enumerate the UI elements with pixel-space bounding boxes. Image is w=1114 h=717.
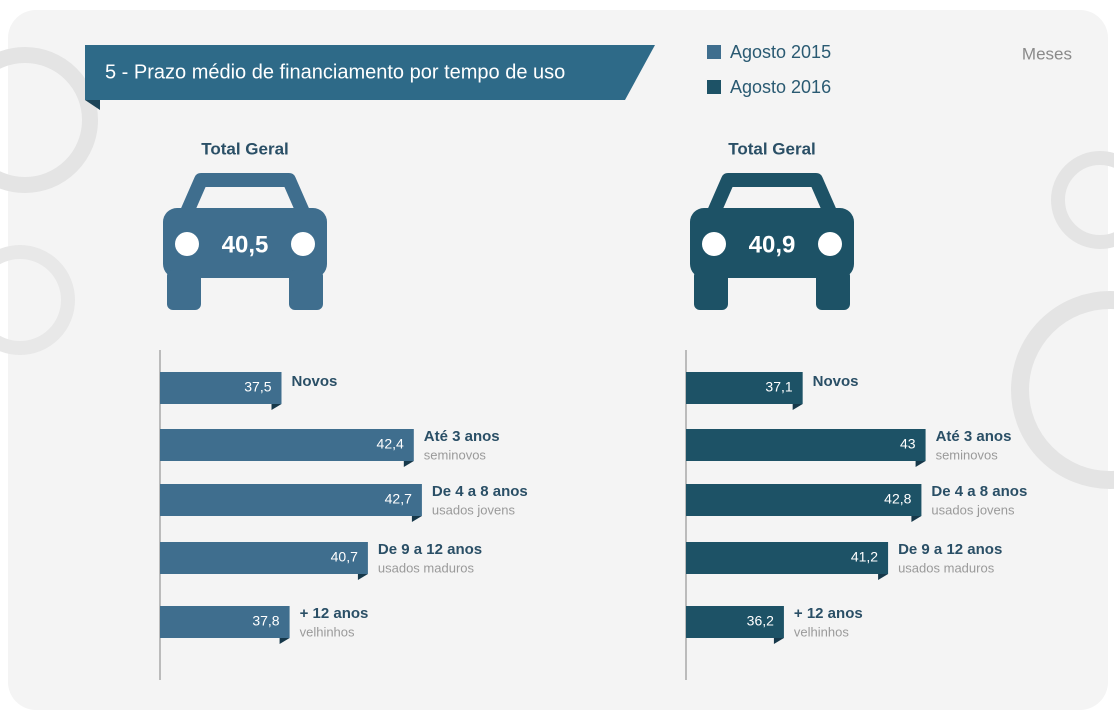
bar: [686, 484, 922, 516]
bar-fold: [911, 516, 922, 522]
car-wheel: [816, 270, 850, 310]
bar-value: 40,7: [331, 549, 358, 565]
bar-value: 42,4: [377, 436, 404, 452]
bar: [160, 429, 414, 461]
bar-fold: [271, 404, 282, 410]
deco-circle: [0, 47, 98, 193]
deco-circle: [1051, 151, 1114, 249]
car-wheel: [167, 270, 201, 310]
bar: [160, 372, 282, 404]
title: 5 - Prazo médio de financiamento por tem…: [105, 61, 565, 83]
bar-value: 37,1: [765, 379, 792, 395]
bar-fold: [411, 516, 422, 522]
total-value: 40,9: [749, 231, 796, 258]
car-light: [175, 232, 199, 256]
car-body: [690, 208, 854, 278]
bar: [686, 372, 803, 404]
bar-value: 37,5: [244, 379, 271, 395]
category-note: usados maduros: [898, 560, 995, 575]
category-note: seminovos: [936, 447, 999, 462]
bar-fold: [792, 404, 803, 410]
bar-fold: [357, 574, 368, 580]
category-note: seminovos: [424, 447, 487, 462]
bar-fold: [915, 461, 926, 467]
category-note: usados maduros: [378, 560, 475, 575]
panel: Agosto 2015 Total Geral 40,5 37,5 Novos 42,4 A…: [159, 42, 831, 680]
category-label: Até 3 anos: [424, 428, 500, 445]
category-label: De 9 a 12 anos: [378, 541, 482, 558]
bar: [686, 542, 889, 574]
bar: [160, 542, 368, 574]
deco-circle: [1011, 291, 1114, 489]
bar: [160, 606, 290, 638]
legend-swatch: [707, 45, 721, 59]
bar-fold: [773, 638, 784, 644]
car-wheel: [694, 270, 728, 310]
car-wheel: [289, 270, 323, 310]
category-note: velhinhos: [300, 624, 355, 639]
bar-fold: [279, 638, 290, 644]
category-label: De 9 a 12 anos: [898, 541, 1002, 558]
total-value: 40,5: [222, 231, 269, 258]
bar-value: 42,7: [385, 491, 412, 507]
legend-label: Agosto 2016: [730, 77, 831, 97]
car-light: [702, 232, 726, 256]
category-note: usados jovens: [931, 502, 1015, 517]
car-light: [291, 232, 315, 256]
bar-value: 41,2: [851, 549, 878, 565]
bar-value: 36,2: [747, 613, 774, 629]
category-label: + 12 anos: [300, 605, 369, 622]
category-label: De 4 a 8 anos: [931, 483, 1027, 500]
car-roof: [180, 173, 310, 215]
bar: [686, 606, 784, 638]
title-banner: [85, 45, 655, 100]
legend-label: Agosto 2015: [730, 42, 831, 62]
bar-value: 37,8: [252, 613, 279, 629]
car-roof: [707, 173, 837, 215]
unit-label: Meses: [1022, 44, 1072, 63]
total-label: Total Geral: [201, 139, 289, 158]
bar: [160, 484, 422, 516]
banner-fold: [85, 100, 100, 110]
car-body: [163, 208, 327, 278]
legend-swatch: [707, 80, 721, 94]
category-label: Até 3 anos: [936, 428, 1012, 445]
bar-value: 42,8: [884, 491, 911, 507]
total-label: Total Geral: [728, 139, 816, 158]
car-light: [818, 232, 842, 256]
category-note: velhinhos: [794, 624, 849, 639]
category-label: Novos: [813, 373, 859, 390]
category-label: De 4 a 8 anos: [432, 483, 528, 500]
bar-fold: [878, 574, 889, 580]
category-label: + 12 anos: [794, 605, 863, 622]
category-label: Novos: [292, 373, 338, 390]
panel: Agosto 2016 Total Geral 40,9 37,1 Novos 43 Até…: [685, 77, 1027, 680]
bar: [686, 429, 926, 461]
bar-fold: [403, 461, 414, 467]
bar-value: 43: [900, 436, 916, 452]
category-note: usados jovens: [432, 502, 516, 517]
card: [8, 10, 1108, 710]
deco-circle: [0, 245, 75, 355]
